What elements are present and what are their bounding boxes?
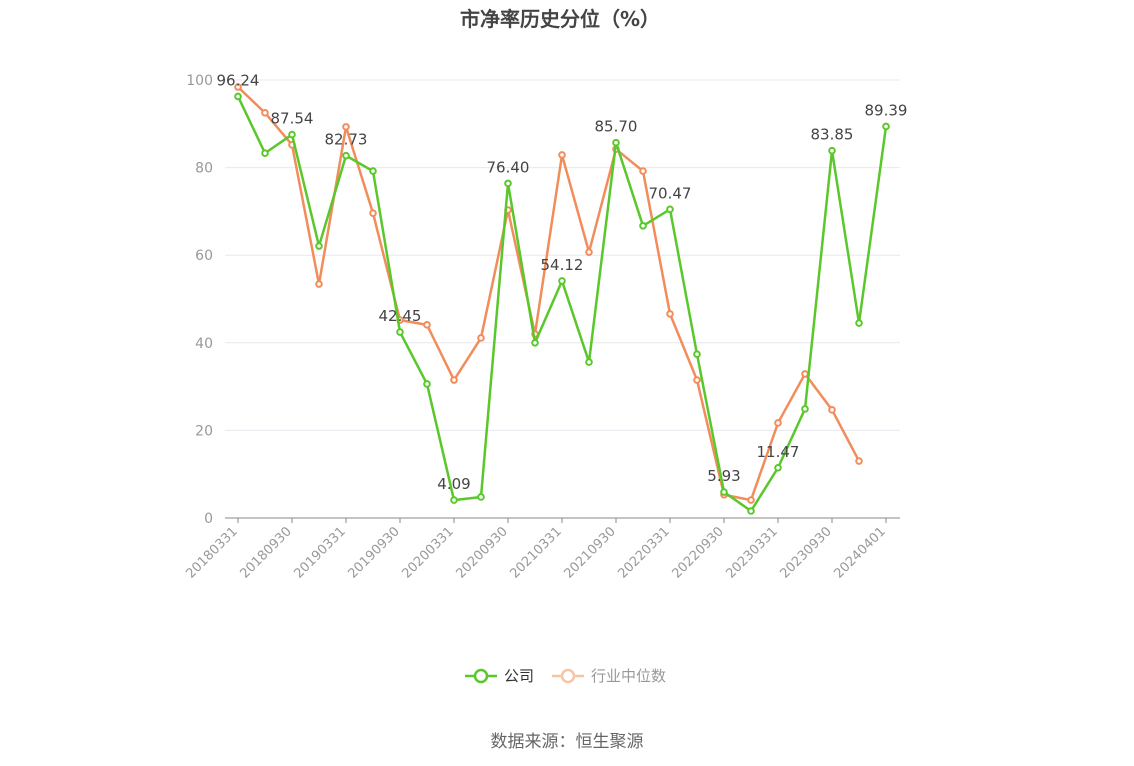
data-label: 11.47 (757, 443, 800, 461)
x-tick-label: 20230331 (723, 524, 780, 581)
y-tick-label: 60 (195, 248, 213, 264)
data-label: 76.40 (487, 158, 530, 176)
x-tick-label: 20230930 (777, 524, 834, 581)
point (828, 146, 836, 155)
data-label: 96.24 (217, 71, 260, 89)
point (234, 92, 242, 101)
point (639, 222, 647, 230)
point (315, 242, 323, 250)
legend-marker (473, 668, 489, 684)
point (396, 328, 404, 336)
y-tick-label: 80 (195, 161, 213, 177)
data-label: 70.47 (649, 184, 692, 202)
point (720, 488, 728, 496)
data-label: 54.12 (541, 256, 584, 274)
x-tick-label: 20240401 (831, 524, 888, 581)
point (693, 350, 701, 358)
data-label: 42.45 (379, 307, 422, 325)
y-tick-label: 20 (195, 423, 213, 439)
y-tick-label: 40 (195, 336, 213, 352)
point (450, 496, 458, 504)
point (774, 463, 782, 472)
point (558, 277, 566, 285)
x-tick-label: 20180930 (237, 524, 294, 581)
point (531, 339, 539, 347)
x-tick-label: 20190930 (345, 524, 402, 581)
source-note: 数据来源：恒生聚源 (491, 732, 644, 752)
x-tick-label: 20200331 (399, 524, 456, 581)
point (342, 123, 350, 131)
point (747, 507, 755, 515)
point (693, 376, 701, 384)
point (423, 380, 431, 388)
point (342, 151, 350, 160)
legend-label: 行业中位数 (591, 667, 666, 685)
data-label: 85.70 (595, 118, 638, 136)
data-label: 4.09 (437, 475, 470, 493)
point (315, 280, 323, 288)
point (666, 310, 674, 318)
x-tick-label: 20200930 (453, 524, 510, 581)
series-line (237, 86, 861, 502)
point (450, 376, 458, 384)
x-tick-label: 20180331 (183, 524, 240, 581)
point (639, 167, 647, 175)
x-tick-label: 20210930 (561, 524, 618, 581)
point (774, 419, 782, 427)
x-tick-label: 20210331 (507, 524, 564, 581)
point (369, 167, 377, 175)
x-tick-label: 20220930 (669, 524, 726, 581)
legend-marker (560, 668, 576, 684)
point (585, 358, 593, 366)
point (855, 457, 863, 465)
point (261, 109, 269, 117)
y-tick-label: 100 (186, 73, 213, 89)
x-tick-label: 20190331 (291, 524, 348, 581)
data-label: 5.93 (707, 467, 740, 485)
data-label: 83.85 (811, 126, 854, 144)
point (423, 321, 431, 329)
point (882, 122, 890, 131)
point (747, 496, 755, 504)
point (369, 209, 377, 217)
y-tick-label: 0 (204, 511, 213, 527)
point (477, 334, 485, 342)
point (558, 151, 566, 159)
point (801, 370, 809, 378)
point (261, 149, 269, 157)
data-label: 82.73 (325, 131, 368, 149)
x-tick-label: 20220331 (615, 524, 672, 581)
data-label: 89.39 (865, 101, 908, 119)
point (288, 130, 296, 139)
point (828, 406, 836, 414)
point (477, 493, 485, 501)
legend-label: 公司 (504, 667, 534, 685)
point (801, 405, 809, 413)
point (666, 205, 674, 214)
point (234, 83, 242, 91)
point (585, 248, 593, 256)
point (612, 138, 620, 147)
point (504, 179, 512, 188)
point (855, 319, 863, 327)
chart-title: 市净率历史分位（%） (460, 7, 660, 31)
data-label: 87.54 (271, 110, 314, 128)
